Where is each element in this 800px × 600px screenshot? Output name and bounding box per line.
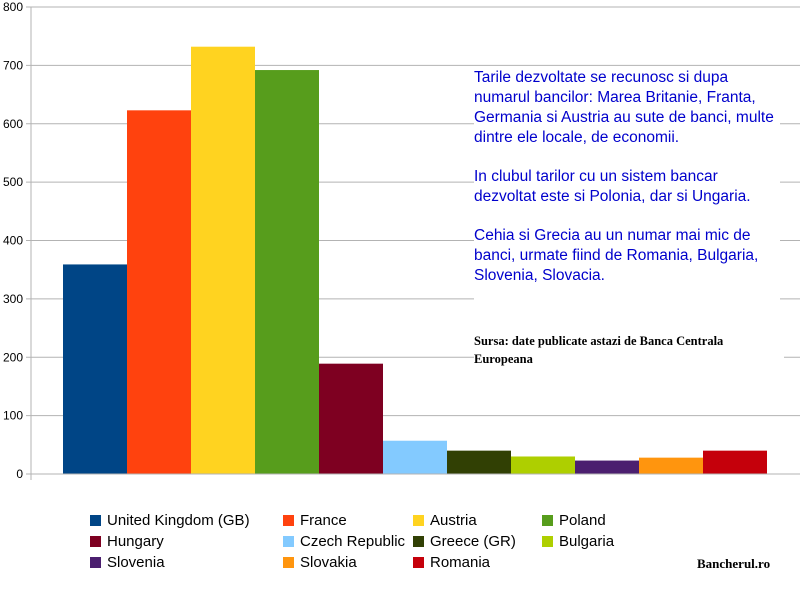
annotation-paragraph-2: In clubul tarilor cu un sistem bancar de… [474,168,751,205]
legend-swatch [283,556,294,568]
legend-swatch [90,514,101,526]
source-note: Sursa: date publicate astazi de Banca Ce… [474,332,784,368]
legend-swatch [413,556,424,568]
y-tick-label: 300 [3,292,23,306]
legend-label: Poland [559,511,606,529]
legend-label: Slovakia [300,553,357,571]
legend-item: Bulgaria [542,531,614,551]
y-axis: 0 100 200 300 400 500 600 700 800 [3,0,800,481]
y-tick-label: 200 [3,350,23,364]
bar [575,460,639,474]
legend-label: Austria [430,511,477,529]
legend-label: Bulgaria [559,532,615,550]
legend-label: United Kingdom (GB) [107,511,250,529]
legend-swatch [413,535,424,547]
y-tick-label: 600 [3,117,23,131]
bar [255,70,319,475]
legend-item: Greece (GR) [413,531,516,551]
annotation-paragraph-1: Tarile dezvoltate se recunosc si dupa nu… [474,69,774,146]
legend-label: Czech Republic [300,532,406,550]
brand-label: Bancherul.ro [697,556,771,571]
legend-item: Austria [413,510,477,530]
bar [511,456,575,474]
bar [703,450,767,474]
legend-label: Romania [430,553,491,571]
bars [63,46,767,475]
legend-label: Greece (GR) [430,532,516,550]
legend-swatch [413,514,424,526]
bar [191,46,255,474]
legend-swatch [542,514,553,526]
y-tick-label: 0 [16,467,23,481]
legend-item: Slovenia [90,552,165,572]
legend-item: France [283,510,347,530]
legend-item: Hungary [90,531,164,551]
legend-swatch [542,535,553,547]
legend-item: Romania [413,552,490,572]
legend-swatch [90,556,101,568]
bar [127,110,191,474]
bar [319,363,383,474]
y-tick-label: 700 [3,58,23,72]
y-tick-label: 400 [3,234,23,248]
annotation-text: Tarile dezvoltate se recunosc si dupa nu… [474,68,780,305]
legend-item: United Kingdom (GB) [90,510,250,530]
bar [63,264,127,474]
y-tick-label: 500 [3,175,23,189]
bar [639,457,703,474]
bar [447,450,511,474]
legend-item: Czech Republic [283,531,405,551]
legend-swatch [283,535,294,547]
bar [383,440,447,474]
legend-item: Poland [542,510,606,530]
legend-label: Hungary [107,532,164,550]
legend-item: Slovakia [283,552,357,572]
legend-swatch [90,535,101,547]
legend-label: Slovenia [107,553,165,571]
y-tick-label: 800 [3,0,23,14]
y-tick-label: 100 [3,409,23,423]
legend-label: France [300,511,347,529]
annotation-paragraph-3: Cehia si Grecia au un numar mai mic de b… [474,227,759,284]
legend-swatch [283,514,294,526]
